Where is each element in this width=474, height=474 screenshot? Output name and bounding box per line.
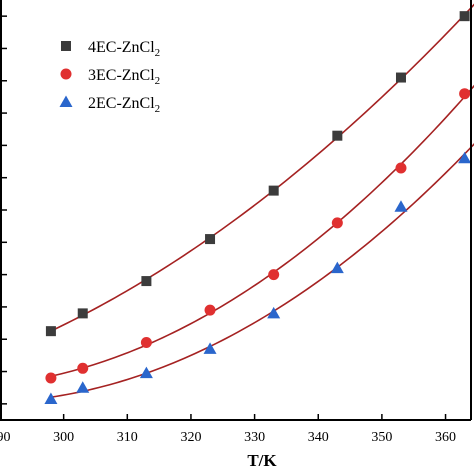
data-point [45,326,56,337]
data-point [141,276,152,287]
data-point [394,200,408,212]
x-tick-label: 290 [0,430,11,445]
data-point [44,392,58,404]
x-tick-labels: 290 300 310 320 330 340 350 360 [0,430,456,445]
data-point [45,372,57,384]
data-point [203,342,217,354]
legend-marker [61,41,71,51]
fit-curves [50,3,474,398]
x-tick-label: 340 [308,430,329,445]
data-point [204,304,216,316]
data-point [205,234,216,245]
data-point [77,308,88,319]
data-point [330,261,344,274]
data-point [77,362,89,374]
data-point [395,72,406,83]
x-axis-label: T/K [247,451,277,470]
x-tick-label: 360 [435,430,456,445]
data-point [268,185,279,196]
data-point [459,11,470,22]
fit-curve-1 [50,3,474,332]
data-point [268,269,280,281]
data-point [76,381,90,393]
legend-marker [60,68,72,80]
data-point [459,88,471,100]
legend-marker [59,95,73,107]
data-point [139,366,153,379]
data-point [458,151,472,164]
data-point [267,306,281,319]
data-markers [44,11,472,404]
data-point [331,217,343,229]
legend-label: 2EC-ZnCl2 [88,95,160,115]
data-point [395,162,407,174]
legend-label: 3EC-ZnCl2 [88,67,160,87]
data-point [332,130,343,141]
fit-curve-2 [50,84,474,377]
x-tick-label: 350 [371,430,392,445]
x-tick-label: 330 [244,430,265,445]
axes [0,0,472,421]
data-point [140,336,152,348]
legend-label: 4EC-ZnCl2 [88,39,160,59]
x-tick-label: 320 [180,430,201,445]
legend: 4EC-ZnCl2 3EC-ZnCl2 2EC-ZnCl2 [59,39,160,115]
x-tick-label: 300 [53,430,74,445]
fit-curve-3 [50,143,474,398]
x-tick-label: 310 [117,430,138,445]
